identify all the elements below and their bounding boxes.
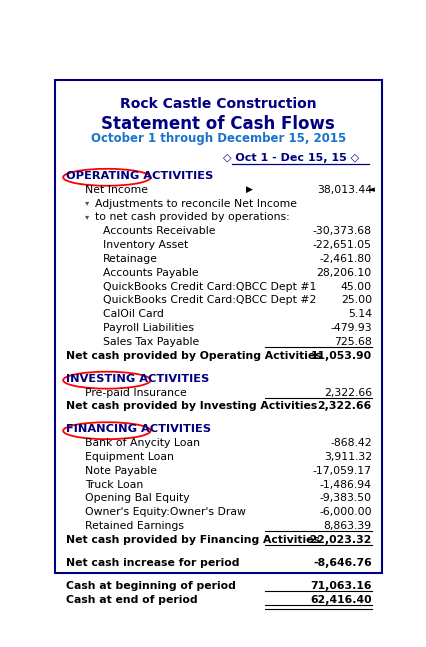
Text: 5.14: 5.14 (348, 309, 372, 320)
Text: Net cash provided by Operating Activities: Net cash provided by Operating Activitie… (66, 351, 322, 361)
Text: -30,373.68: -30,373.68 (313, 226, 372, 236)
Text: Net Income: Net Income (85, 184, 148, 195)
Text: Pre-paid Insurance: Pre-paid Insurance (85, 388, 186, 397)
Text: Note Payable: Note Payable (85, 466, 157, 476)
Text: 28,206.10: 28,206.10 (317, 268, 372, 278)
Text: -22,651.05: -22,651.05 (313, 240, 372, 250)
Text: OPERATING ACTIVITIES: OPERATING ACTIVITIES (66, 171, 214, 181)
Text: ◇ Oct 1 - Dec 15, 15 ◇: ◇ Oct 1 - Dec 15, 15 ◇ (223, 153, 359, 163)
Text: 2,322.66: 2,322.66 (324, 388, 372, 397)
Text: -6,000.00: -6,000.00 (319, 507, 372, 518)
Text: 38,013.44: 38,013.44 (317, 184, 372, 195)
Text: -868.42: -868.42 (330, 438, 372, 448)
Text: Inventory Asset: Inventory Asset (103, 240, 188, 250)
Text: Payroll Liabilities: Payroll Liabilities (103, 323, 194, 333)
Text: October 1 through December 15, 2015: October 1 through December 15, 2015 (91, 133, 346, 146)
Text: ▾: ▾ (85, 199, 89, 208)
Text: -22,023.32: -22,023.32 (305, 535, 372, 545)
Text: Net cash increase for period: Net cash increase for period (66, 558, 240, 568)
Text: Accounts Payable: Accounts Payable (103, 268, 199, 278)
Text: Truck Loan: Truck Loan (85, 479, 143, 490)
Text: Opening Bal Equity: Opening Bal Equity (85, 494, 189, 503)
Text: -479.93: -479.93 (330, 323, 372, 333)
Text: Accounts Receivable: Accounts Receivable (103, 226, 215, 236)
Text: QuickBooks Credit Card:QBCC Dept #2: QuickBooks Credit Card:QBCC Dept #2 (103, 296, 316, 305)
Text: Equipment Loan: Equipment Loan (85, 452, 173, 462)
Text: -2,461.80: -2,461.80 (320, 254, 372, 264)
Text: Owner's Equity:Owner's Draw: Owner's Equity:Owner's Draw (85, 507, 245, 518)
Text: 8,863.39: 8,863.39 (324, 521, 372, 531)
Text: INVESTING ACTIVITIES: INVESTING ACTIVITIES (66, 374, 210, 384)
Text: Bank of Anycity Loan: Bank of Anycity Loan (85, 438, 200, 448)
Text: Net cash provided by Investing Activities: Net cash provided by Investing Activitie… (66, 401, 318, 411)
Text: ▶: ▶ (246, 184, 253, 193)
Text: Sales Tax Payable: Sales Tax Payable (103, 337, 199, 347)
Text: to net cash provided by operations:: to net cash provided by operations: (95, 212, 289, 223)
Text: 71,063.16: 71,063.16 (311, 581, 372, 591)
Text: QuickBooks Credit Card:QBCC Dept #1: QuickBooks Credit Card:QBCC Dept #1 (103, 281, 316, 292)
Text: 725.68: 725.68 (334, 337, 372, 347)
Text: Cash at end of period: Cash at end of period (66, 595, 198, 604)
Text: Statement of Cash Flows: Statement of Cash Flows (101, 115, 335, 133)
Text: -17,059.17: -17,059.17 (313, 466, 372, 476)
Text: CalOil Card: CalOil Card (103, 309, 164, 320)
Text: Adjustments to reconcile Net Income: Adjustments to reconcile Net Income (95, 199, 296, 208)
Text: 25.00: 25.00 (341, 296, 372, 305)
Text: Net cash provided by Financing Activities: Net cash provided by Financing Activitie… (66, 535, 320, 545)
Text: ◄: ◄ (368, 184, 375, 193)
Text: Retained Earnings: Retained Earnings (85, 521, 184, 531)
Text: 3,911.32: 3,911.32 (324, 452, 372, 462)
Text: Cash at beginning of period: Cash at beginning of period (66, 581, 236, 591)
Text: Retainage: Retainage (103, 254, 158, 264)
Text: 62,416.40: 62,416.40 (310, 595, 372, 604)
Text: -8,646.76: -8,646.76 (313, 558, 372, 568)
Text: Rock Castle Construction: Rock Castle Construction (120, 96, 317, 111)
Text: FINANCING ACTIVITIES: FINANCING ACTIVITIES (66, 424, 211, 434)
Text: -9,383.50: -9,383.50 (320, 494, 372, 503)
Text: 45.00: 45.00 (341, 281, 372, 292)
Text: 11,053.90: 11,053.90 (311, 351, 372, 361)
Text: -1,486.94: -1,486.94 (320, 479, 372, 490)
Text: ▾: ▾ (85, 212, 89, 221)
Text: 2,322.66: 2,322.66 (318, 401, 372, 411)
